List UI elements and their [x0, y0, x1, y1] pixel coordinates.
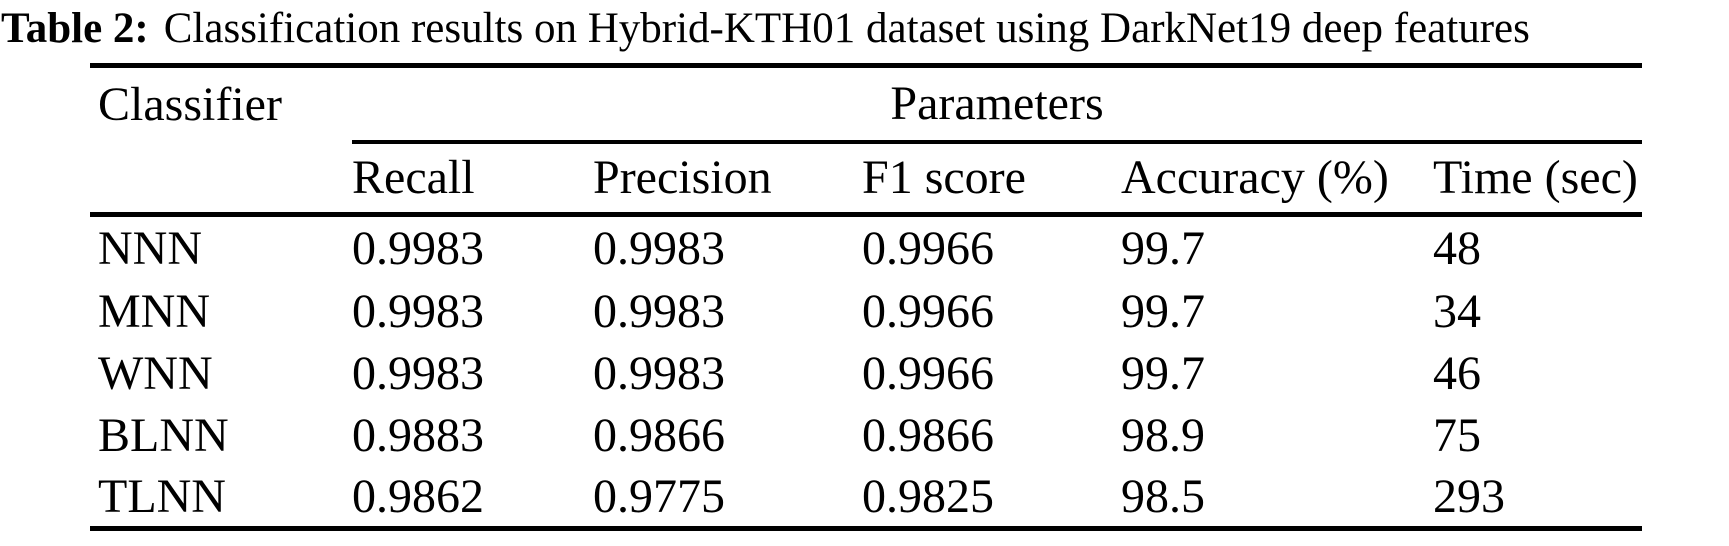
cell-tlnn-f1: 0.9825 — [862, 469, 994, 523]
table-row-wnn: WNN 0.9983 0.9983 0.9966 99.7 46 — [90, 343, 1642, 405]
column-header-row: Recall Precision F1 score Accuracy (%) T… — [90, 141, 1643, 217]
cell-nnn-f1: 0.9966 — [862, 222, 994, 276]
cell-tlnn-time: 293 — [1433, 469, 1505, 523]
cell-mnn-f1: 0.9966 — [862, 285, 994, 338]
row-label-tlnn: TLNN — [98, 469, 226, 523]
column-header-f1-score: F1 score — [862, 141, 1121, 217]
cell-tlnn-recall: 0.9862 — [352, 469, 484, 523]
cell-mnn-recall: 0.9983 — [352, 285, 484, 338]
cell-wnn-accuracy: 99.7 — [1121, 347, 1205, 400]
table-row-tlnn: TLNN 0.9862 0.9775 0.9825 98.5 293 — [90, 467, 1642, 529]
cell-tlnn-accuracy: 98.5 — [1121, 469, 1205, 523]
cell-nnn-time: 48 — [1433, 222, 1481, 276]
row-label-wnn: WNN — [98, 347, 213, 400]
row-label-nnn: NNN — [98, 222, 202, 276]
cell-nnn-precision: 0.9983 — [593, 222, 725, 276]
cell-blnn-time: 75 — [1433, 409, 1481, 462]
column-header-classifier: Classifier — [98, 78, 282, 132]
cell-blnn-accuracy: 98.9 — [1121, 409, 1205, 462]
table-caption-text: Classification results on Hybrid-KTH01 d… — [163, 5, 1530, 52]
cell-nnn-recall: 0.9983 — [352, 222, 484, 276]
cell-blnn-f1: 0.9866 — [862, 409, 994, 462]
column-header-precision: Precision — [593, 141, 862, 217]
empty-header-cell — [90, 141, 352, 217]
column-header-recall: Recall — [352, 141, 593, 217]
table-row-mnn: MNN 0.9983 0.9983 0.9966 99.7 34 — [90, 281, 1642, 343]
cell-wnn-recall: 0.9983 — [352, 347, 484, 400]
table-row-nnn: NNN 0.9983 0.9983 0.9966 99.7 48 — [90, 215, 1642, 281]
cell-wnn-precision: 0.9983 — [593, 347, 725, 400]
group-header-row: Classifier Parameters — [90, 65, 1643, 144]
cell-wnn-f1: 0.9966 — [862, 347, 994, 400]
cell-tlnn-precision: 0.9775 — [593, 469, 725, 523]
cell-mnn-accuracy: 99.7 — [1121, 285, 1205, 338]
cell-mnn-precision: 0.9983 — [593, 285, 725, 338]
cell-nnn-accuracy: 99.7 — [1121, 222, 1205, 276]
table-row-blnn: BLNN 0.9883 0.9866 0.9866 98.9 75 — [90, 405, 1642, 467]
row-label-blnn: BLNN — [98, 409, 229, 462]
cell-blnn-recall: 0.9883 — [352, 409, 484, 462]
group-header-parameters: Parameters — [352, 65, 1643, 144]
table-caption: Table 2: Classification results on Hybrid… — [1, 0, 1729, 57]
cell-blnn-precision: 0.9866 — [593, 409, 725, 462]
row-label-mnn: MNN — [98, 285, 211, 338]
table-caption-number: Table 2: — [1, 5, 149, 52]
cell-mnn-time: 34 — [1433, 285, 1481, 338]
column-header-time: Time (sec) — [1433, 141, 1643, 217]
classification-results-table: Classifier Parameters Recall Precision F… — [90, 63, 1643, 531]
cell-wnn-time: 46 — [1433, 347, 1481, 400]
column-header-accuracy: Accuracy (%) — [1121, 141, 1433, 217]
